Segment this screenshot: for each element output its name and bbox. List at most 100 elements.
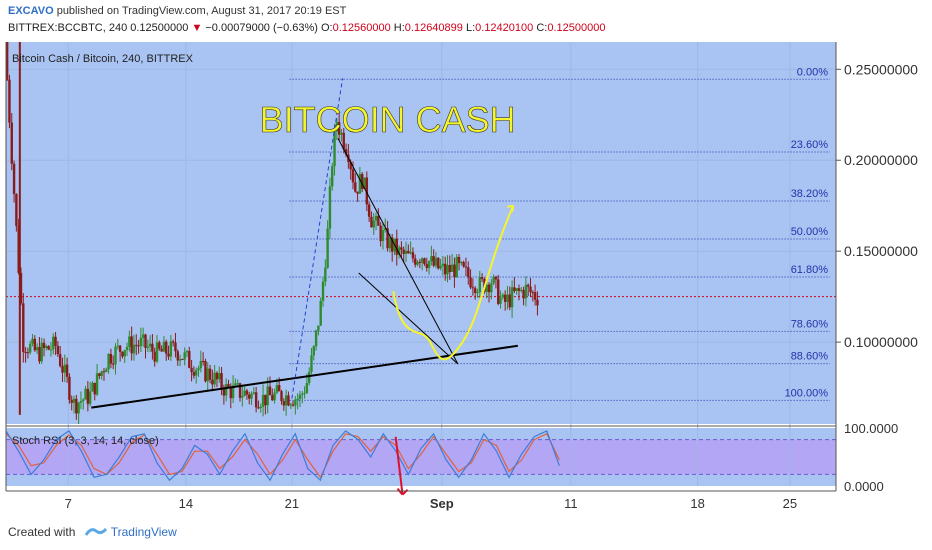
candle-body (289, 404, 292, 406)
candle-body (100, 371, 103, 376)
x-tick-label: 14 (179, 496, 193, 511)
candle-body (49, 349, 53, 351)
candle-body (337, 122, 341, 135)
candle-body (296, 398, 299, 400)
low-label: L: (462, 22, 476, 34)
candle-body (160, 348, 163, 352)
candle-body (243, 390, 246, 396)
candle-body (506, 294, 509, 302)
candle-body (264, 394, 267, 406)
stoch-tick-label: 0.0000 (844, 479, 884, 494)
candle-body (151, 343, 154, 352)
candle-body (508, 294, 511, 308)
candle-body (42, 342, 46, 349)
fib-level-label: 23.60% (791, 139, 829, 151)
candle-body (280, 391, 283, 402)
candle-body (10, 122, 13, 164)
candle-body (381, 230, 385, 242)
author-name[interactable]: EXCAVO (8, 5, 54, 17)
candle-body (144, 334, 147, 348)
candle-body (490, 283, 493, 293)
candle-body (533, 292, 537, 300)
y-tick-label: 0.20000000 (844, 152, 918, 168)
candle-body (208, 368, 212, 380)
candle-body (388, 237, 392, 249)
ohlc-line: BITTREX:BCCBTC, 240 0.12500000 ▼ −0.0007… (8, 22, 605, 34)
candle-body (310, 355, 313, 372)
candle-body (397, 247, 401, 255)
candle-body (390, 237, 394, 252)
candle-body (181, 359, 184, 361)
candle-body (370, 216, 373, 228)
candle-body (524, 284, 528, 299)
candle-body (499, 297, 502, 304)
candle-body (236, 383, 239, 385)
candle-body (273, 392, 276, 401)
candle-body (324, 267, 327, 282)
candle-body (121, 351, 124, 357)
x-tick-label: 11 (564, 496, 578, 511)
candle-body (328, 186, 332, 229)
candle-body (171, 341, 175, 343)
candle-body (176, 351, 179, 361)
candle-body (213, 372, 216, 385)
candle-body (241, 395, 244, 398)
candle-body (287, 395, 290, 406)
candle-body (501, 294, 505, 298)
candle-body (135, 344, 138, 346)
candle-body (65, 364, 69, 377)
candle-body (148, 343, 152, 347)
candle-body (206, 368, 209, 382)
chart-title: BITCOIN CASH (260, 99, 516, 140)
candle-body (102, 371, 106, 373)
stoch-k-line (5, 430, 560, 482)
candle-body (344, 149, 348, 155)
candle-body (188, 351, 191, 368)
candle-body (268, 386, 272, 396)
candle-body (84, 388, 87, 400)
candle-body (476, 292, 479, 294)
candle-body (183, 352, 186, 360)
candle-body (248, 394, 251, 399)
candle-body (423, 258, 426, 265)
high-label: H: (390, 22, 405, 34)
candle-body (91, 382, 94, 392)
fib-level-label: 88.60% (791, 351, 829, 363)
tradingview-brand[interactable]: TradingView (110, 525, 177, 539)
candle-body (229, 387, 232, 399)
candle-body (418, 261, 422, 263)
candle-body (354, 182, 357, 192)
candle-body (372, 220, 375, 228)
x-tick-label: Sep (430, 496, 454, 511)
candle-body (485, 284, 488, 292)
candle-body (386, 228, 389, 249)
candle-body (420, 258, 424, 263)
fib-level-label: 50.00% (791, 226, 829, 238)
candle-body (47, 346, 50, 350)
candle-body (52, 336, 55, 350)
candle-body (531, 292, 535, 294)
candle-body (54, 336, 57, 346)
candle-body (515, 288, 518, 291)
candle-body (250, 393, 253, 399)
candle-body (363, 177, 366, 189)
candle-body (40, 342, 43, 362)
candle-body (238, 383, 242, 398)
stoch-rsi-label: Stoch RSI (3, 3, 14, 14, close) (12, 435, 159, 447)
candle-body (114, 346, 117, 365)
candle-body (319, 300, 322, 326)
candle-body (109, 353, 113, 364)
candle-body (298, 394, 302, 399)
candle-body (266, 386, 269, 406)
candle-body (317, 325, 320, 331)
candle-body (29, 343, 32, 353)
candle-body (361, 174, 364, 189)
candle-body (301, 393, 304, 395)
candle-body (79, 401, 83, 403)
candle-body (314, 330, 318, 347)
wedge-lower-line (358, 272, 459, 365)
candle-body (356, 191, 359, 194)
candle-body (321, 281, 325, 301)
projection-arrowhead (507, 204, 515, 212)
